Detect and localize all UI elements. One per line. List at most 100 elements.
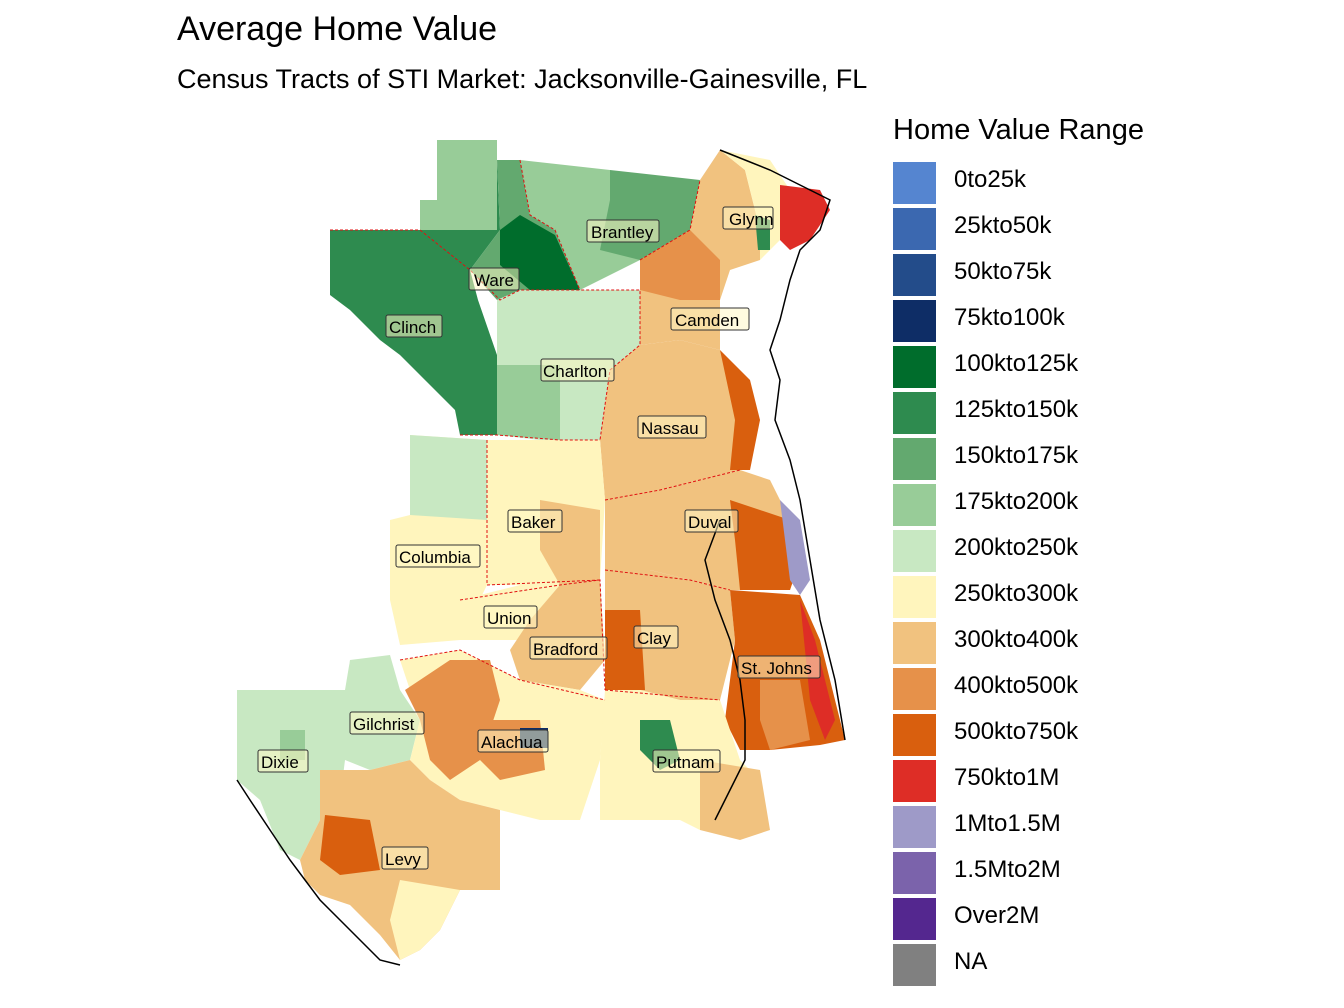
legend-label: 100kto125k <box>954 350 1079 377</box>
tract-charlton-south <box>497 365 560 440</box>
legend-label: 175kto200k <box>954 488 1079 515</box>
legend-item: 100kto125k <box>893 344 1144 390</box>
legend-item: NA <box>893 942 1144 988</box>
county-label-baker: Baker <box>507 509 563 533</box>
tract-ware-core <box>500 215 580 290</box>
legend-label: 25kto50k <box>954 212 1052 239</box>
county-label-brantley: Brantley <box>586 219 660 243</box>
legend-label: 250kto300k <box>954 580 1079 607</box>
legend-item: 125kto150k <box>893 390 1144 436</box>
county-border-putnam <box>604 689 721 701</box>
legend-item: 1Mto1.5M <box>893 804 1144 850</box>
legend-label: 50kto75k <box>954 258 1052 285</box>
county-border-alachua <box>399 649 606 701</box>
legend-item: 400kto500k <box>893 666 1144 712</box>
choropleth-map: Glynn Brantley Ware Camden Clinch Charlt… <box>236 140 846 966</box>
legend-item: 50kto75k <box>893 252 1144 298</box>
legend-swatch <box>893 714 936 756</box>
legend-swatch <box>893 208 936 250</box>
legend-swatch <box>893 530 936 572</box>
tract-alachua-west <box>405 660 500 780</box>
census-tracts <box>237 140 845 960</box>
tract-bradford <box>510 580 605 690</box>
legend-swatch <box>893 346 936 388</box>
legend-label: 1.5Mto2M <box>954 856 1061 883</box>
legend-item: 1.5Mto2M <box>893 850 1144 896</box>
legend-items: 0to25k 25kto50k 50kto75k 75kto100k 100kto125… <box>893 160 1144 988</box>
county-label-glynn: Glynn <box>722 206 774 230</box>
svg-text:Duval: Duval <box>688 513 731 532</box>
legend-swatch <box>893 254 936 296</box>
county-label-ware: Ware <box>468 267 520 291</box>
county-border-ga-fl <box>330 229 641 441</box>
county-label-clinch: Clinch <box>385 314 443 338</box>
legend-title: Home Value Range <box>893 114 1144 146</box>
svg-text:Columbia: Columbia <box>399 548 471 567</box>
legend-swatch <box>893 852 936 894</box>
county-label-clay: Clay <box>633 625 679 649</box>
legend-item: 175kto200k <box>893 482 1144 528</box>
county-labels: Glynn Brantley Ware Camden Clinch Charlt… <box>257 206 821 870</box>
county-label-columbia: Columbia <box>395 544 481 568</box>
tract-putnam-east <box>700 760 770 840</box>
tract-columbia-north <box>410 435 487 520</box>
legend-swatch <box>893 392 936 434</box>
legend-swatch <box>893 898 936 940</box>
svg-text:Union: Union <box>487 609 531 628</box>
svg-text:Dixie: Dixie <box>261 753 299 772</box>
svg-text:Clinch: Clinch <box>389 318 436 337</box>
tract-glynn <box>720 150 790 260</box>
county-label-duval: Duval <box>684 509 739 533</box>
county-label-charlton: Charlton <box>540 358 615 382</box>
county-label-stjohns: St. Johns <box>737 655 821 679</box>
svg-text:Bradford: Bradford <box>533 640 598 659</box>
legend-label: 300kto400k <box>954 626 1079 653</box>
legend-swatch <box>893 576 936 618</box>
coastline-gulf <box>236 779 401 966</box>
county-border-baker <box>486 440 601 586</box>
svg-text:Clay: Clay <box>637 629 672 648</box>
tract-levy-south <box>390 880 460 960</box>
county-label-gilchrist: Gilchrist <box>349 711 425 735</box>
county-border-brantley-camden <box>639 179 701 261</box>
legend-item: 25kto50k <box>893 206 1144 252</box>
tract-nassau-coast <box>720 350 760 470</box>
legend-label: 75kto100k <box>954 304 1065 331</box>
map-title: Average Home Value <box>177 10 498 48</box>
tract-glynn-coast <box>780 185 830 250</box>
county-border-ware-brantley <box>519 159 581 291</box>
svg-text:Ware: Ware <box>474 271 514 290</box>
svg-text:Nassau: Nassau <box>641 419 699 438</box>
legend-swatch <box>893 162 936 204</box>
legend-item: 0to25k <box>893 160 1144 206</box>
county-label-putnam: Putnam <box>652 749 721 773</box>
legend-item: 750kto1M <box>893 758 1144 804</box>
tract-duval-beach <box>780 500 810 595</box>
svg-text:Alachua: Alachua <box>481 733 543 752</box>
tract-levy-orange <box>320 815 380 875</box>
legend-label: 125kto150k <box>954 396 1079 423</box>
svg-text:Putnam: Putnam <box>656 753 715 772</box>
county-border-union-bradford <box>459 579 606 691</box>
legend-item: 200kto250k <box>893 528 1144 574</box>
svg-text:St. Johns: St. Johns <box>741 659 812 678</box>
legend-swatch <box>893 668 936 710</box>
legend-label: 0to25k <box>954 166 1027 193</box>
county-borders <box>330 159 741 701</box>
legend-label: 1Mto1.5M <box>954 810 1061 837</box>
legend-item: 500kto750k <box>893 712 1144 758</box>
legend-swatch <box>893 300 936 342</box>
county-label-alachua: Alachua <box>477 729 549 753</box>
tract-clinch-north <box>420 140 497 230</box>
legend-item: 150kto175k <box>893 436 1144 482</box>
legend-label: NA <box>954 948 988 975</box>
legend: Home Value Range 0to25k 25kto50k 50kto75k 7… <box>893 114 1144 988</box>
county-label-dixie: Dixie <box>257 749 309 773</box>
county-border-fl-north <box>460 434 600 441</box>
legend-label: 400kto500k <box>954 672 1079 699</box>
county-border-nassau-duval <box>604 469 741 501</box>
legend-label: 750kto1M <box>954 764 1060 791</box>
legend-swatch <box>893 806 936 848</box>
county-label-camden: Camden <box>670 307 750 331</box>
tract-duval-east <box>730 500 800 590</box>
